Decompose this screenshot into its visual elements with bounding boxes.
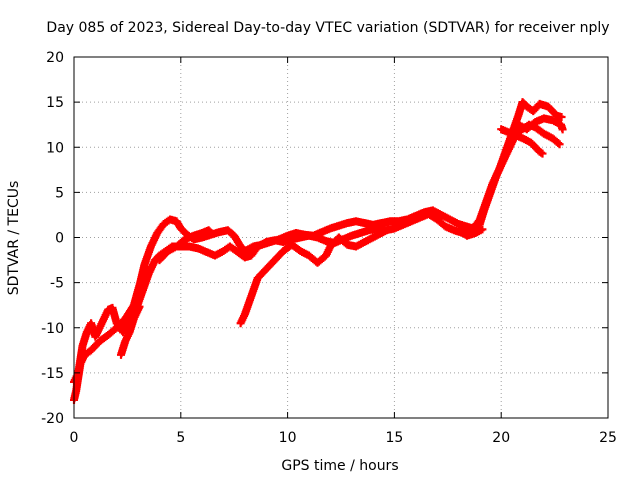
y-tick-label: -20	[41, 411, 64, 427]
series-track-f	[505, 114, 567, 138]
data-point	[538, 149, 547, 158]
data-point	[555, 140, 564, 149]
data-point	[478, 225, 487, 234]
data-point	[554, 139, 563, 148]
y-tick-label: 10	[46, 140, 64, 156]
y-tick-label: -10	[41, 321, 64, 337]
data-point	[135, 302, 144, 311]
series-track-d	[236, 225, 393, 328]
data-point	[558, 125, 567, 134]
y-tick-label: -5	[50, 276, 64, 292]
chart-title: Day 085 of 2023, Sidereal Day-to-day VTE…	[46, 20, 609, 36]
series-track-g	[497, 125, 547, 158]
data-point	[207, 229, 216, 238]
x-tick-label: 10	[279, 430, 297, 446]
x-tick-label: 15	[385, 430, 403, 446]
x-tick-label: 20	[492, 430, 510, 446]
x-tick-label: 5	[176, 430, 185, 446]
y-tick-label: 20	[46, 50, 64, 66]
y-tick-label: 5	[55, 185, 64, 201]
series-track-h	[454, 225, 487, 240]
series-track-e	[155, 226, 216, 265]
plot-area	[70, 98, 567, 404]
x-axis-label: GPS time / hours	[281, 458, 398, 474]
series-track-c	[116, 302, 144, 359]
data-point	[384, 225, 393, 234]
y-tick-label: 15	[46, 95, 64, 111]
y-tick-label: -15	[41, 366, 64, 382]
x-tick-label: 0	[70, 430, 79, 446]
y-tick-label: 0	[55, 231, 64, 247]
y-axis-label: SDTVAR / TECUs	[6, 181, 22, 296]
x-tick-label: 25	[599, 430, 617, 446]
data-point	[557, 113, 566, 122]
axis-ticks: 0 5 10 15 20 25 -20 -15 -10 -5 0 5 10 15 20	[41, 50, 617, 446]
